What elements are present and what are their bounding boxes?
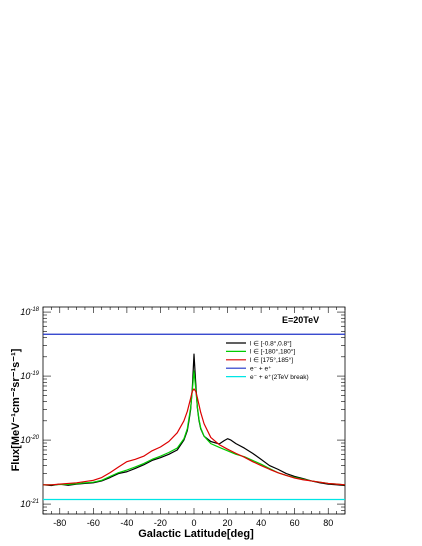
- x-tick-label: 80: [323, 518, 333, 528]
- y-tick-labels: 10-21 10-20 10-19 10-18: [20, 307, 39, 509]
- y-tick-label: 10-21: [20, 499, 39, 509]
- legend-label: e⁻ + e⁺: [250, 366, 272, 373]
- x-tick-label: 20: [223, 518, 233, 528]
- x-tick-label: 60: [290, 518, 300, 528]
- y-tick-label: 10-18: [20, 307, 39, 317]
- legend-label: e⁻ + e⁺(2TeV break): [250, 374, 309, 381]
- y-tick-label: 10-19: [20, 371, 39, 381]
- x-tick-label: 40: [256, 518, 266, 528]
- y-tick-label: 10-20: [20, 435, 39, 445]
- axis-ticks: [42, 307, 346, 515]
- legend-label: l ∈ [-180°,180°]: [250, 348, 295, 356]
- x-tick-labels: -80 -60 -40 -20 0 20 40 60 80: [53, 518, 333, 528]
- energy-annotation: E=20TeV: [282, 315, 319, 325]
- legend-label: l ∈ [175°,185°]: [250, 356, 293, 364]
- legend: l ∈ [-0.8°,0.8°]l ∈ [-180°,180°]l ∈ [175…: [226, 339, 309, 381]
- x-tick-label: -20: [154, 518, 167, 528]
- x-tick-label: 0: [191, 518, 196, 528]
- series-line-3: [43, 388, 346, 486]
- x-axis-title: Galactic Latitude[deg]: [138, 528, 254, 540]
- series-layer: [42, 333, 346, 501]
- x-tick-label: -60: [87, 518, 100, 528]
- series-line-2: [43, 370, 346, 486]
- x-tick-label: -40: [120, 518, 133, 528]
- x-tick-label: -80: [53, 518, 66, 528]
- legend-label: l ∈ [-0.8°,0.8°]: [250, 339, 292, 347]
- y-axis-title: Flux[MeV⁻¹cm⁻²sr⁻¹s⁻¹]: [10, 348, 22, 471]
